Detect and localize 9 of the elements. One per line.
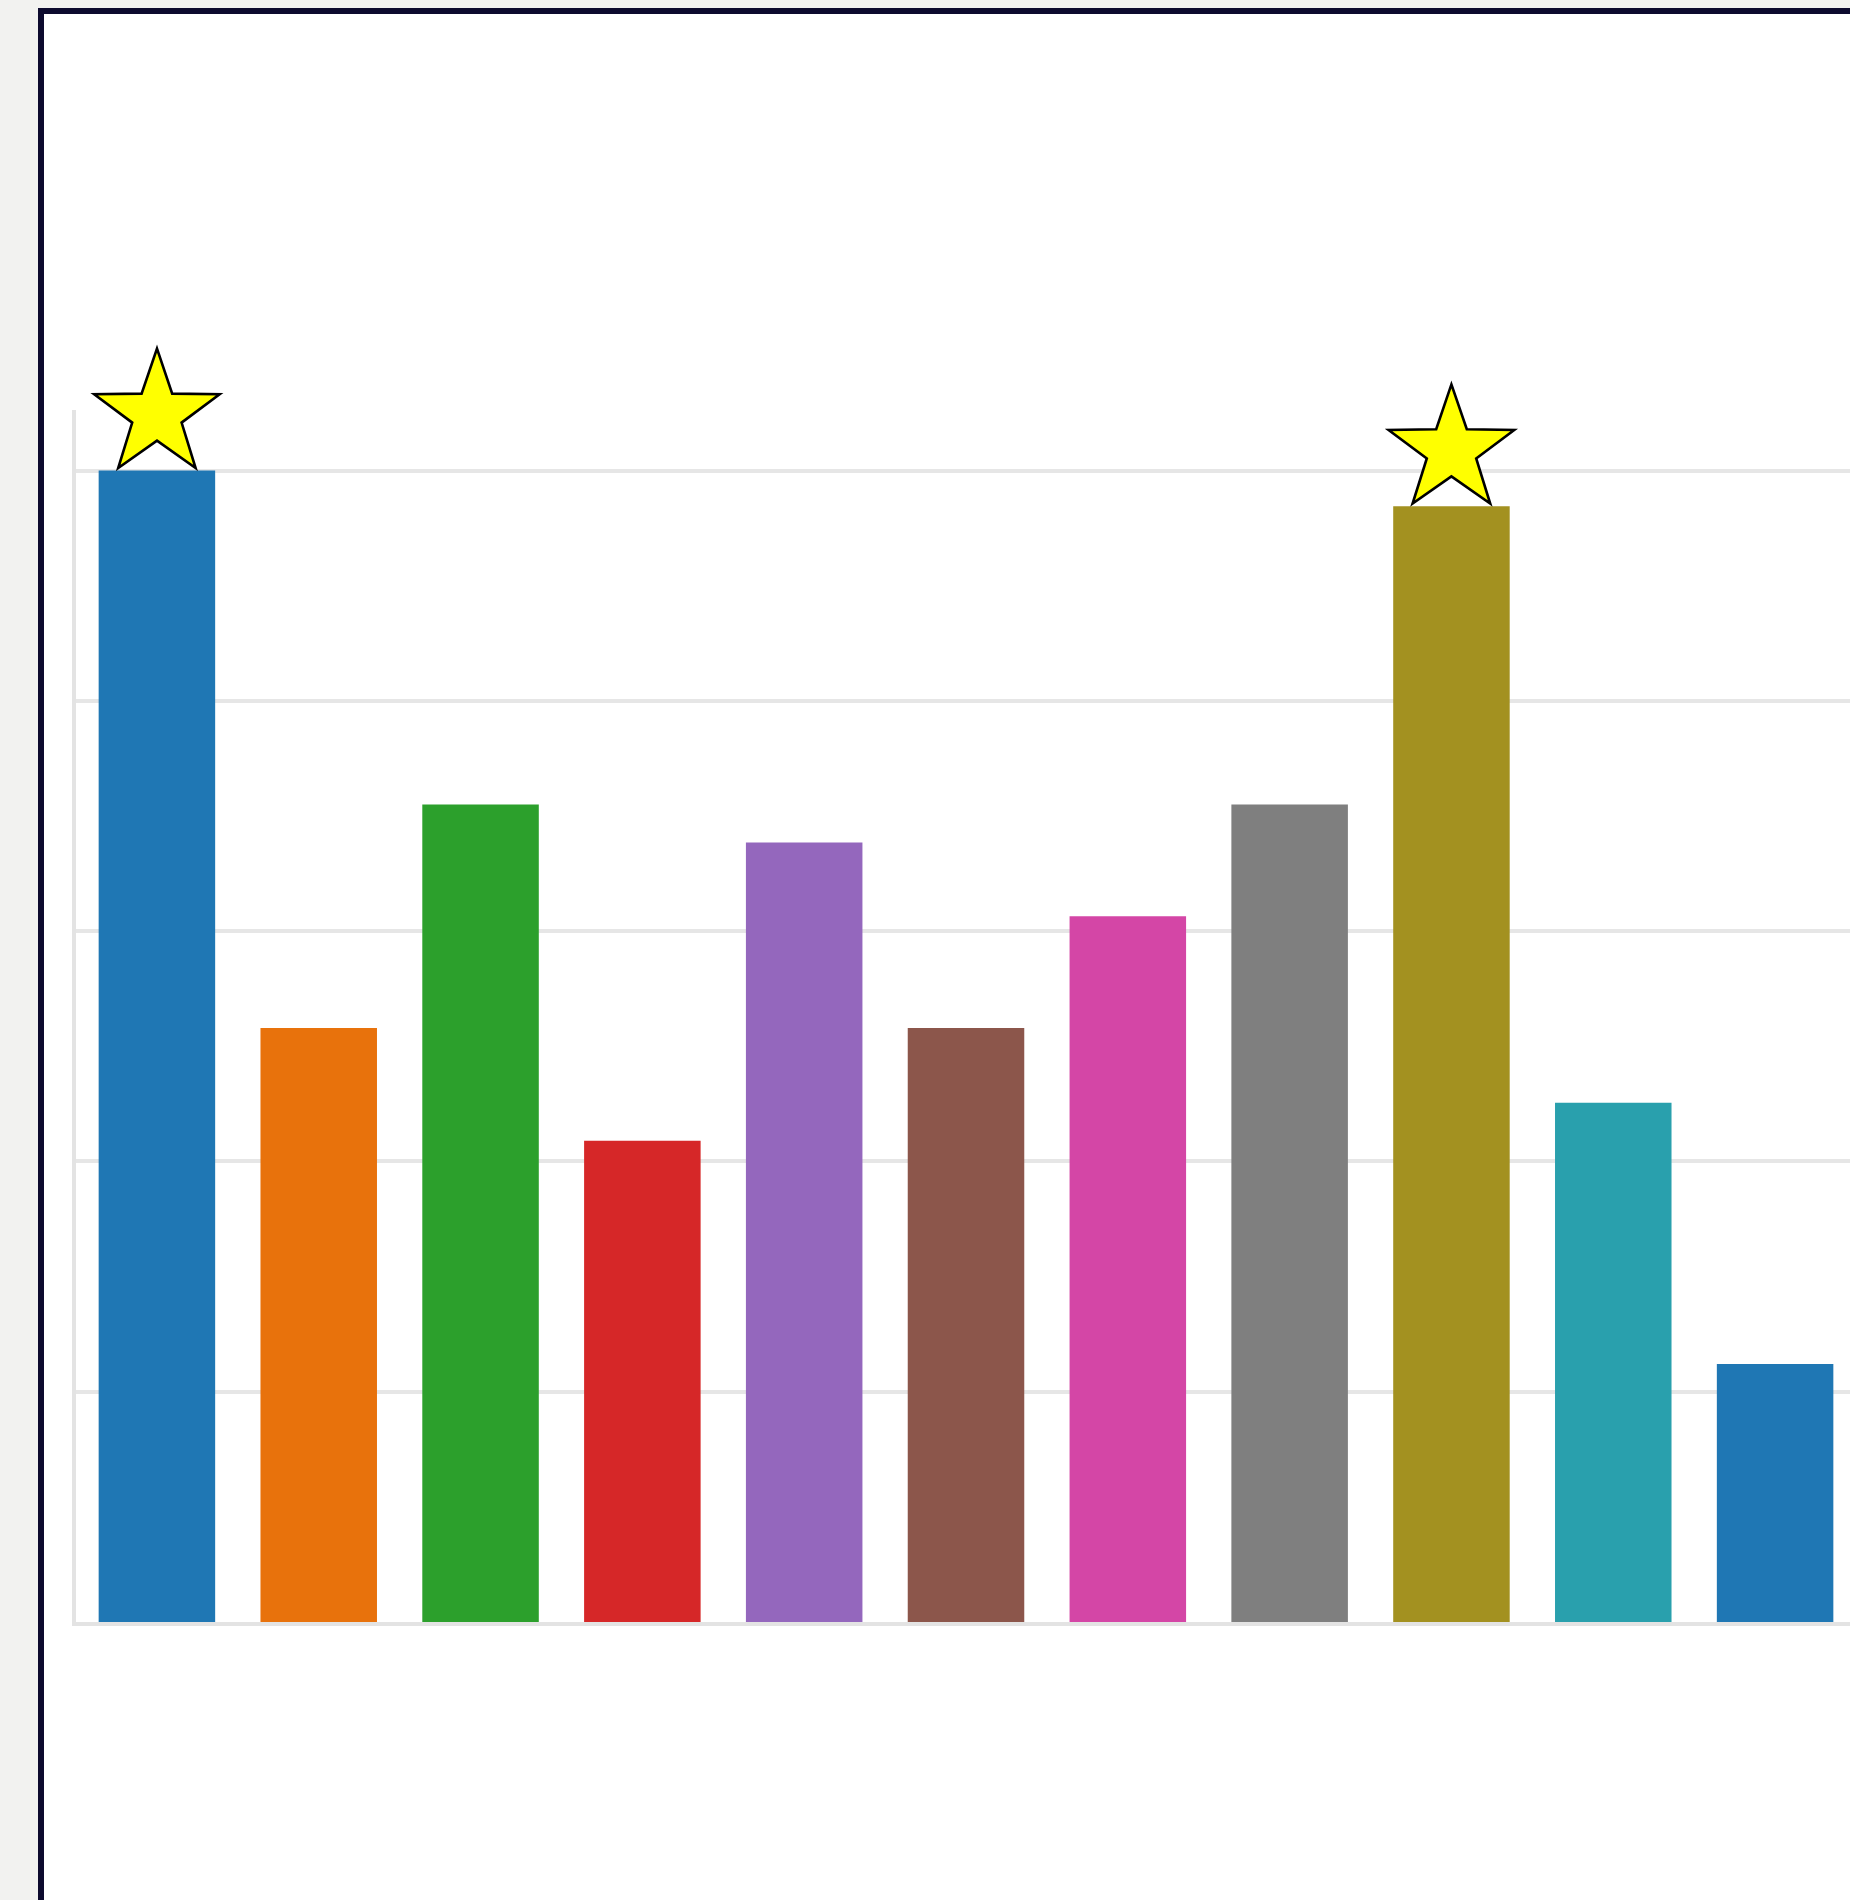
bar	[907, 1027, 1025, 1622]
bar	[260, 1027, 377, 1622]
bar	[1231, 804, 1348, 1622]
bar	[1069, 916, 1187, 1622]
bar	[1555, 1102, 1672, 1622]
bar	[422, 804, 539, 1622]
bar	[745, 842, 863, 1622]
bar	[584, 1140, 701, 1622]
bar	[1716, 1364, 1834, 1622]
